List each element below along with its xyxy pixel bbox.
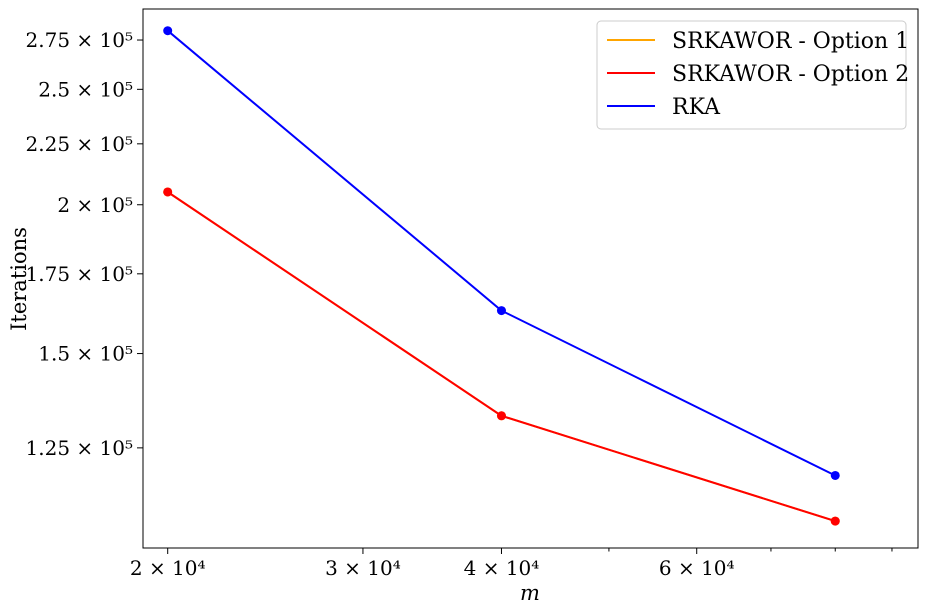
- y-tick-label: 2 × 10⁵: [57, 193, 133, 217]
- series-2: [163, 26, 840, 480]
- data-point: [830, 516, 840, 526]
- y-tick-label: 1.25 × 10⁵: [26, 436, 133, 460]
- data-point: [163, 187, 173, 197]
- x-tick-label: 2 × 10⁴: [130, 556, 206, 580]
- data-point: [163, 26, 173, 36]
- data-point: [496, 411, 506, 421]
- legend: SRKAWOR - Option 1 SRKAWOR - Option 2 RKA: [596, 20, 909, 130]
- y-tick-label: 2.75 × 10⁵: [26, 28, 133, 52]
- series-layer: [163, 26, 840, 526]
- data-point: [496, 306, 506, 316]
- y-tick-label: 1.75 × 10⁵: [26, 262, 133, 286]
- x-tick-label: 3 × 10⁴: [325, 556, 401, 580]
- y-axis-ticks: 1.25 × 10⁵ 1.5 × 10⁵ 1.75 × 10⁵ 2 × 10⁵ 2.25…: [26, 28, 143, 460]
- data-point: [830, 470, 840, 480]
- series-1: [163, 187, 840, 526]
- y-tick-label: 2.5 × 10⁵: [38, 77, 133, 101]
- y-axis-label: Iterations: [7, 227, 31, 331]
- x-tick-label: 6 × 10⁴: [659, 556, 735, 580]
- y-tick-label: 2.25 × 10⁵: [26, 132, 133, 156]
- x-tick-label: 4 × 10⁴: [464, 556, 540, 580]
- x-axis-ticks: 2 × 10⁴ 3 × 10⁴ 4 × 10⁴ 6 × 10⁴: [130, 548, 893, 580]
- legend-label: SRKAWOR - Option 2: [672, 62, 909, 87]
- legend-box: [596, 20, 907, 130]
- y-tick-label: 1.5 × 10⁵: [38, 342, 133, 366]
- legend-label: RKA: [672, 95, 721, 120]
- x-axis-label: m: [520, 581, 540, 605]
- legend-label: SRKAWOR - Option 1: [672, 29, 909, 54]
